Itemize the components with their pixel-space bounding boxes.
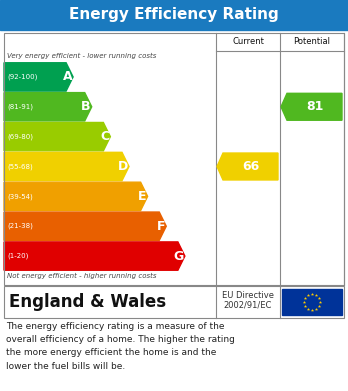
Text: EU Directive: EU Directive	[222, 291, 274, 300]
Text: 81: 81	[306, 100, 323, 113]
Text: England & Wales: England & Wales	[9, 293, 166, 311]
Bar	[0, 0, 348, 30]
Text: Potential: Potential	[293, 38, 331, 47]
Text: G: G	[174, 249, 184, 263]
Polygon shape	[4, 182, 148, 210]
Text: (21-38): (21-38)	[7, 223, 33, 230]
Polygon shape	[4, 122, 110, 151]
Text: C: C	[100, 130, 109, 143]
Polygon shape	[4, 242, 185, 270]
Bar	[4, 33, 344, 285]
Bar	[4, 286, 344, 318]
Text: 2002/91/EC: 2002/91/EC	[224, 300, 272, 309]
Text: The energy efficiency rating is a measure of the
overall efficiency of a home. T: The energy efficiency rating is a measur…	[6, 322, 235, 371]
Text: (55-68): (55-68)	[7, 163, 33, 170]
Text: (39-54): (39-54)	[7, 193, 33, 200]
Polygon shape	[281, 93, 342, 120]
Text: A: A	[63, 70, 72, 83]
Text: Very energy efficient - lower running costs: Very energy efficient - lower running co…	[7, 53, 156, 59]
Polygon shape	[4, 212, 166, 240]
Polygon shape	[4, 152, 129, 181]
Text: B: B	[81, 100, 91, 113]
Polygon shape	[4, 93, 92, 121]
Text: (1-20): (1-20)	[7, 253, 29, 259]
Polygon shape	[4, 63, 73, 91]
Text: E: E	[138, 190, 147, 203]
Text: (92-100): (92-100)	[7, 74, 37, 80]
Text: D: D	[118, 160, 128, 173]
Bar	[282, 289, 342, 315]
Text: F: F	[157, 220, 165, 233]
Text: 66: 66	[242, 160, 259, 173]
Text: (69-80): (69-80)	[7, 133, 33, 140]
Text: Energy Efficiency Rating: Energy Efficiency Rating	[69, 7, 279, 23]
Text: Current: Current	[232, 38, 264, 47]
Text: Not energy efficient - higher running costs: Not energy efficient - higher running co…	[7, 273, 157, 279]
Text: (81-91): (81-91)	[7, 104, 33, 110]
Polygon shape	[217, 153, 278, 180]
